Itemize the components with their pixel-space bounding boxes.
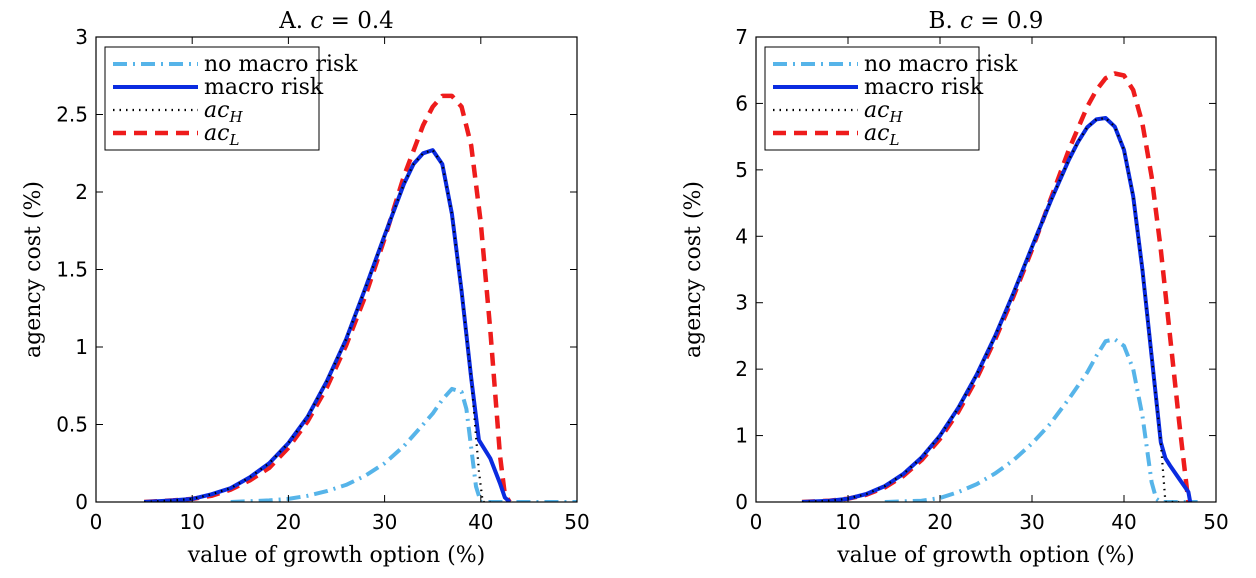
y-tick-label: 6 bbox=[735, 91, 748, 115]
y-tick-label: 0.5 bbox=[56, 413, 88, 437]
series-line-ach bbox=[801, 116, 1180, 502]
legend-label: no macro risk bbox=[864, 52, 1018, 77]
series-line-no-macro-risk bbox=[884, 337, 1198, 502]
x-tick-label: 20 bbox=[927, 510, 952, 534]
x-axis-label: value of growth option (%) bbox=[187, 543, 486, 568]
x-tick-label: 50 bbox=[564, 510, 589, 534]
x-tick-label: 0 bbox=[750, 510, 763, 534]
x-tick-label: 20 bbox=[276, 510, 301, 534]
x-tick-label: 10 bbox=[835, 510, 860, 534]
x-tick-label: 40 bbox=[468, 510, 493, 534]
series-line-acl bbox=[143, 93, 512, 502]
y-tick-label: 2 bbox=[75, 180, 88, 204]
y-tick-label: 3 bbox=[75, 25, 88, 49]
y-tick-label: 0 bbox=[75, 490, 88, 514]
y-tick-label: 5 bbox=[735, 158, 748, 182]
chart-panel-b: 0 10 20 30 40 50 0 1 2 3 4 5 6 7 B. c = 0.9 value of gr… bbox=[681, 8, 1229, 568]
series-line-macro-risk bbox=[143, 148, 512, 502]
chart-title: A. c = 0.4 bbox=[278, 8, 394, 34]
x-tick-label: 40 bbox=[1111, 510, 1136, 534]
x-tick-label: 50 bbox=[1203, 510, 1228, 534]
x-tick-label: 0 bbox=[90, 510, 103, 534]
y-tick-label: 4 bbox=[735, 224, 748, 248]
y-axis-label: agency cost (%) bbox=[681, 181, 706, 358]
series-line-no-macro-risk bbox=[230, 386, 577, 502]
series-line-macro-risk bbox=[801, 116, 1193, 502]
y-tick-label: 1 bbox=[735, 424, 748, 448]
y-tick-label: 3 bbox=[735, 291, 748, 315]
legend-label: acL bbox=[864, 121, 899, 149]
legend-label: acH bbox=[204, 98, 243, 126]
legend-label: acL bbox=[204, 121, 239, 149]
legend-label: no macro risk bbox=[204, 52, 358, 77]
y-tick-label: 2 bbox=[735, 357, 748, 381]
y-tick-label: 0 bbox=[735, 490, 748, 514]
legend-label: macro risk bbox=[204, 75, 324, 100]
chart-title: B. c = 0.9 bbox=[929, 8, 1044, 34]
y-tick-label: 7 bbox=[735, 25, 748, 49]
legend-label: macro risk bbox=[864, 75, 984, 100]
y-tick-label: 1 bbox=[75, 335, 88, 359]
x-tick-label: 10 bbox=[179, 510, 204, 534]
y-tick-label: 2.5 bbox=[56, 103, 88, 127]
x-tick-label: 30 bbox=[1019, 510, 1044, 534]
chart-panel-a: 0 10 20 30 40 50 0 0.5 1 1.5 2 2.5 3 A. c = 0.4 value … bbox=[21, 8, 590, 568]
y-tick-label: 1.5 bbox=[56, 258, 88, 282]
series-line-ach bbox=[144, 149, 491, 502]
plot-frame bbox=[755, 36, 1217, 503]
x-axis-label: value of growth option (%) bbox=[836, 543, 1135, 568]
y-axis-label: agency cost (%) bbox=[21, 181, 46, 358]
legend-label: acH bbox=[864, 98, 903, 126]
x-tick-label: 30 bbox=[372, 510, 397, 534]
